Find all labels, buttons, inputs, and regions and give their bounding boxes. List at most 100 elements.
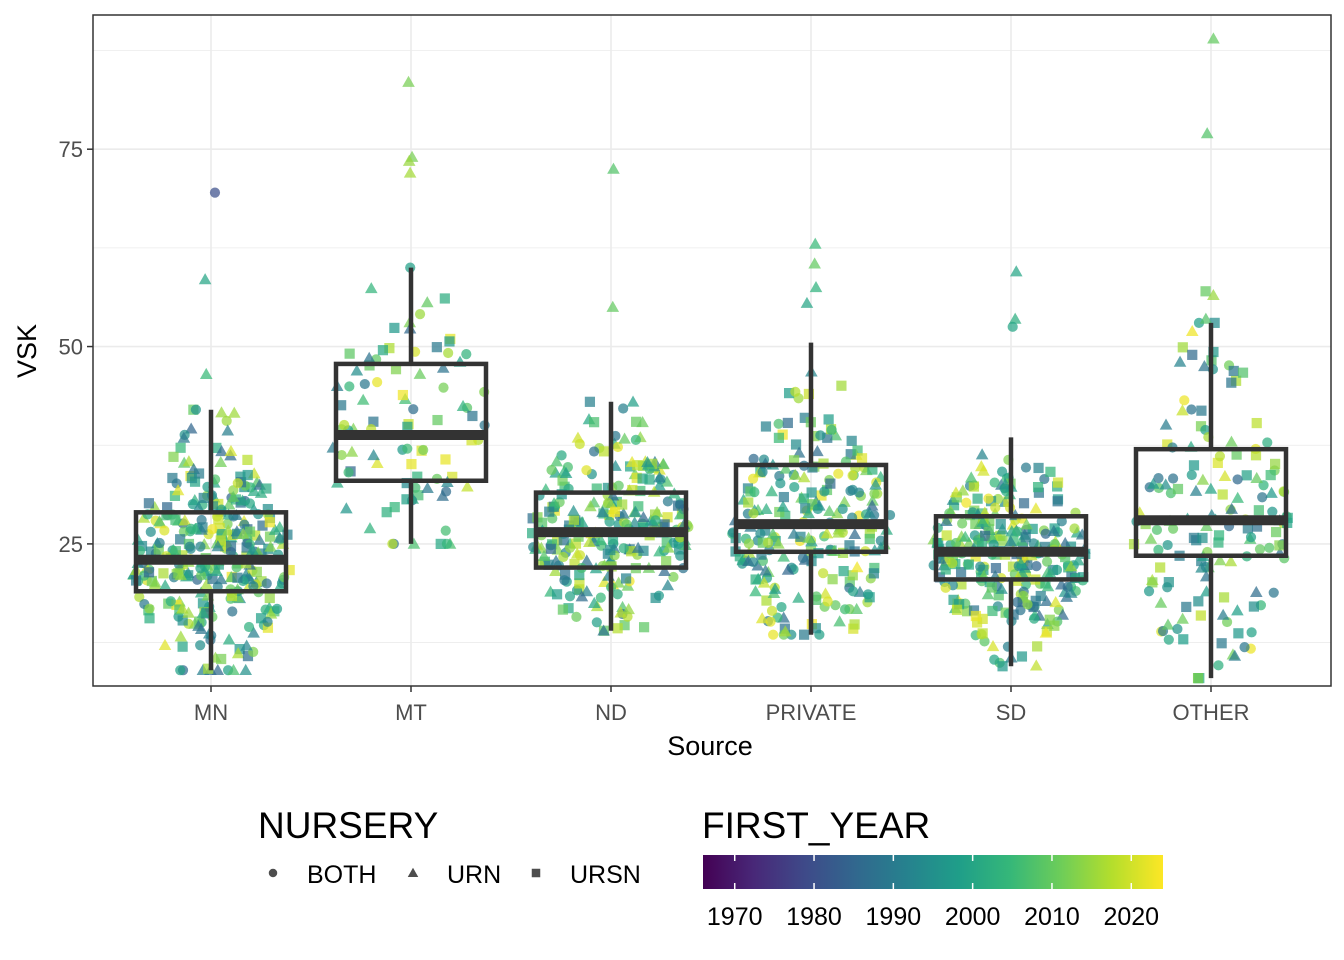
data-point xyxy=(234,643,245,655)
data-point xyxy=(197,522,208,533)
data-point xyxy=(1020,518,1033,530)
data-point xyxy=(990,563,1002,574)
data-point xyxy=(772,537,785,549)
data-point xyxy=(197,598,209,609)
legend-first-year: FIRST_YEAR 1970 1980 1990 2000 2010 2020 xyxy=(702,805,1163,931)
data-point xyxy=(1045,466,1056,477)
data-point xyxy=(244,526,256,537)
data-point xyxy=(1242,523,1253,534)
data-point xyxy=(1264,542,1275,553)
data-point xyxy=(195,563,206,574)
data-point xyxy=(207,524,218,535)
outlier-point xyxy=(402,154,416,166)
data-point xyxy=(402,421,413,432)
data-point xyxy=(779,462,793,474)
data-point xyxy=(983,524,994,535)
data-point xyxy=(569,558,580,570)
data-point xyxy=(815,430,826,441)
data-point xyxy=(356,393,370,405)
outlier-point xyxy=(198,273,212,285)
data-point xyxy=(864,533,875,545)
data-point xyxy=(1032,641,1043,652)
outlier-point xyxy=(1207,32,1220,44)
data-point xyxy=(262,622,274,633)
data-point xyxy=(618,403,629,414)
data-point xyxy=(1197,532,1208,544)
data-point xyxy=(1176,404,1189,416)
data-point xyxy=(343,467,354,478)
data-point xyxy=(1178,634,1189,645)
outlier-point xyxy=(606,300,620,312)
y-tick-label: 75 xyxy=(59,137,83,162)
data-point xyxy=(336,400,347,411)
legend-item-label: URSN xyxy=(570,861,641,889)
data-point xyxy=(823,504,836,517)
data-point xyxy=(134,591,145,603)
data-point xyxy=(344,348,355,359)
outlier-point xyxy=(403,166,417,178)
data-point xyxy=(984,576,995,588)
data-point xyxy=(362,351,376,363)
data-point xyxy=(371,456,384,469)
data-point xyxy=(612,576,625,588)
data-point xyxy=(1163,577,1174,588)
data-point xyxy=(193,468,205,479)
data-point xyxy=(187,499,198,510)
data-point xyxy=(802,531,815,543)
data-point xyxy=(1192,673,1204,684)
data-point xyxy=(174,630,188,642)
data-point xyxy=(1173,355,1187,367)
data-point xyxy=(421,481,434,493)
data-point xyxy=(807,499,818,510)
data-point xyxy=(668,571,679,583)
box-iqr xyxy=(333,361,489,484)
data-point xyxy=(214,523,225,534)
data-point xyxy=(545,543,556,554)
data-point xyxy=(214,572,228,585)
data-point xyxy=(811,591,822,602)
data-point xyxy=(827,574,838,585)
data-point xyxy=(268,523,282,535)
legend-item-ursn: URSN xyxy=(531,861,641,889)
data-point xyxy=(830,600,841,611)
x-axis: MN MT ND PRIVATE SD OTHER xyxy=(194,686,1250,725)
data-point xyxy=(584,396,596,407)
data-point xyxy=(182,606,195,618)
data-point xyxy=(182,455,196,467)
boxplot-nd xyxy=(533,401,689,631)
data-point xyxy=(363,522,377,534)
data-point xyxy=(264,540,277,552)
data-point xyxy=(215,445,228,457)
data-point xyxy=(869,562,880,574)
data-point xyxy=(1265,486,1278,498)
data-point xyxy=(558,551,569,563)
data-point xyxy=(995,518,1006,530)
data-point xyxy=(184,541,195,552)
data-point xyxy=(661,556,672,567)
plot-panel xyxy=(93,15,1331,686)
data-point xyxy=(1027,523,1038,535)
data-point xyxy=(143,498,155,509)
data-point xyxy=(760,502,773,515)
x-tick-label: SD xyxy=(996,700,1027,725)
data-point xyxy=(638,622,650,633)
data-point xyxy=(611,496,622,508)
data-point xyxy=(836,380,847,391)
data-point xyxy=(1239,642,1250,653)
data-point xyxy=(584,500,597,512)
data-point xyxy=(852,445,863,456)
data-point xyxy=(776,601,787,613)
data-point xyxy=(1195,421,1207,432)
data-point xyxy=(798,493,810,504)
data-point xyxy=(1193,596,1204,607)
x-tick-label: PRIVATE xyxy=(766,700,857,725)
data-point xyxy=(1033,487,1045,498)
data-point xyxy=(1213,537,1224,548)
data-point xyxy=(256,576,267,587)
data-point xyxy=(1225,502,1239,514)
outlier-point xyxy=(607,162,620,174)
data-point xyxy=(644,474,655,485)
data-point xyxy=(558,535,569,546)
data-point xyxy=(527,528,538,539)
data-point xyxy=(673,544,685,555)
